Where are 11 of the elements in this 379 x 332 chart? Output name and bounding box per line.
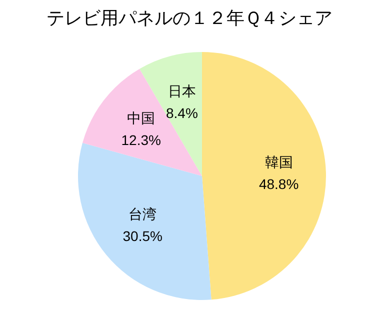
slice-label: 台湾	[128, 206, 157, 222]
pie-slice	[82, 68, 202, 176]
data-label: 48.8%	[258, 176, 299, 192]
slice-label: 韓国	[264, 154, 293, 170]
slice-label: 日本	[168, 82, 196, 99]
slice-label: 中国	[127, 110, 156, 126]
pie-slice	[202, 52, 326, 300]
data-label: 8.4%	[166, 104, 198, 121]
data-label: 12.3%	[121, 132, 161, 148]
data-label: 30.5%	[122, 228, 162, 244]
chart-title: テレビ用パネルの１２年Ｑ４シェア	[46, 8, 332, 28]
